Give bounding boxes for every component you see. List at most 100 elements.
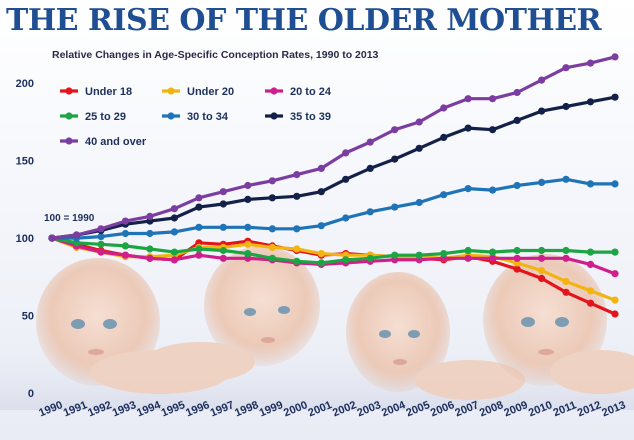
y-tick-label: 200 [16,78,34,90]
legend-label: Under 18 [85,86,132,98]
legend-item-under-20: Under 20 [162,86,234,98]
data-point-25-to-29 [415,251,423,259]
legend-item-40-and-over: 40 and over [60,136,147,148]
data-point-30-to-34 [415,198,423,207]
data-point-40-and-over [464,95,472,103]
data-point-under-18 [562,288,570,296]
data-point-25-to-29 [391,251,399,259]
data-point-40-and-over [489,95,497,103]
data-point-25-to-29 [464,246,472,255]
data-point-25-to-29 [219,246,227,255]
data-point-40-and-over [48,234,56,242]
legend-marker [270,87,278,95]
data-point-30-to-34 [513,181,521,190]
data-point-40-and-over [342,149,350,157]
data-point-35-to-39 [562,102,570,111]
data-point-under-20 [562,277,570,286]
legend-label: 25 to 29 [85,111,126,123]
data-point-40-and-over [72,231,81,239]
baby-2-figure [145,246,320,382]
data-point-under-20 [317,250,325,258]
data-point-30-to-34 [244,223,252,231]
data-point-25-to-29 [244,250,252,258]
series-line-40-and-over [50,55,617,240]
data-point-25-to-29 [195,245,203,253]
data-point-20-to-24 [121,251,129,259]
data-point-25-to-29 [146,245,154,253]
y-axis: 0 50 100 150 200 [16,78,34,400]
data-point-35-to-39 [513,116,521,124]
data-point-25-to-29 [538,246,546,255]
data-point-30-to-34 [562,175,570,183]
legend-marker [65,112,73,120]
data-point-35-to-39 [244,195,252,203]
data-point-35-to-39 [611,93,619,101]
legend-item-under-18: Under 18 [60,86,132,98]
data-point-25-to-29 [513,246,521,255]
legend-item-20-to-24: 20 to 24 [265,86,332,98]
legend-label: 35 to 39 [290,111,331,123]
data-point-under-20 [293,245,301,253]
data-point-35-to-39 [293,192,301,200]
data-point-25-to-29 [170,248,178,256]
data-point-25-to-29 [586,248,595,256]
data-point-30-to-34 [366,208,374,216]
data-point-40-and-over [538,76,546,84]
data-point-25-to-29 [611,248,619,256]
data-point-35-to-39 [195,203,203,211]
data-point-40-and-over [121,217,129,225]
data-point-20-to-24 [464,254,472,262]
data-point-25-to-29 [366,254,374,262]
data-point-35-to-39 [489,126,497,134]
legend-marker [167,112,175,120]
legend-label: 40 and over [85,136,147,148]
legend-item-35-to-39: 35 to 39 [265,111,331,123]
data-point-25-to-29 [97,240,105,248]
data-point-35-to-39 [538,107,546,115]
data-point-20-to-24 [513,254,521,262]
data-point-35-to-39 [464,124,472,132]
data-point-20-to-24 [586,260,595,268]
legend-marker [270,112,278,120]
series-line-35-to-39 [50,95,617,240]
data-point-40-and-over [440,104,448,112]
chart-title: Relative Changes in Age-Specific Concept… [52,49,379,61]
data-point-20-to-24 [562,254,570,262]
data-point-40-and-over [244,181,252,190]
data-point-35-to-39 [342,175,350,183]
data-point-40-and-over [586,59,595,67]
data-point-30-to-34 [293,225,301,233]
baseline-annotation: 100 = 1990 [44,213,95,224]
data-point-25-to-29 [342,256,350,264]
data-point-30-to-34 [538,178,546,186]
series-line-30-to-34 [50,177,617,240]
data-point-40-and-over [391,126,399,134]
data-point-35-to-39 [440,133,448,141]
series-lines [48,53,619,318]
data-point-40-and-over [317,164,325,172]
data-point-20-to-24 [170,256,178,264]
data-point-25-to-29 [489,248,497,256]
legend-marker [65,87,73,95]
data-point-30-to-34 [170,228,178,236]
legend-marker [65,137,73,145]
y-tick-label: 50 [22,311,34,323]
data-point-40-and-over [170,205,178,213]
series-line-25-to-29 [50,236,617,265]
data-point-40-and-over [611,53,619,61]
data-point-40-and-over [97,225,105,233]
series-40-and-over [48,53,619,242]
legend: Under 18 Under 20 20 to 24 25 to 29 30 to 34… [60,86,332,148]
legend-marker [167,87,175,95]
legend-item-30-to-34: 30 to 34 [162,111,229,123]
data-point-30-to-34 [268,225,276,233]
series-35-to-39 [48,93,619,242]
data-point-25-to-29 [317,259,325,267]
data-point-35-to-39 [170,214,178,222]
data-point-35-to-39 [391,155,399,163]
legend-item-25-to-29: 25 to 29 [60,111,126,123]
data-point-under-20 [538,267,546,275]
series-20-to-24 [48,234,619,278]
data-point-20-to-24 [611,270,619,278]
